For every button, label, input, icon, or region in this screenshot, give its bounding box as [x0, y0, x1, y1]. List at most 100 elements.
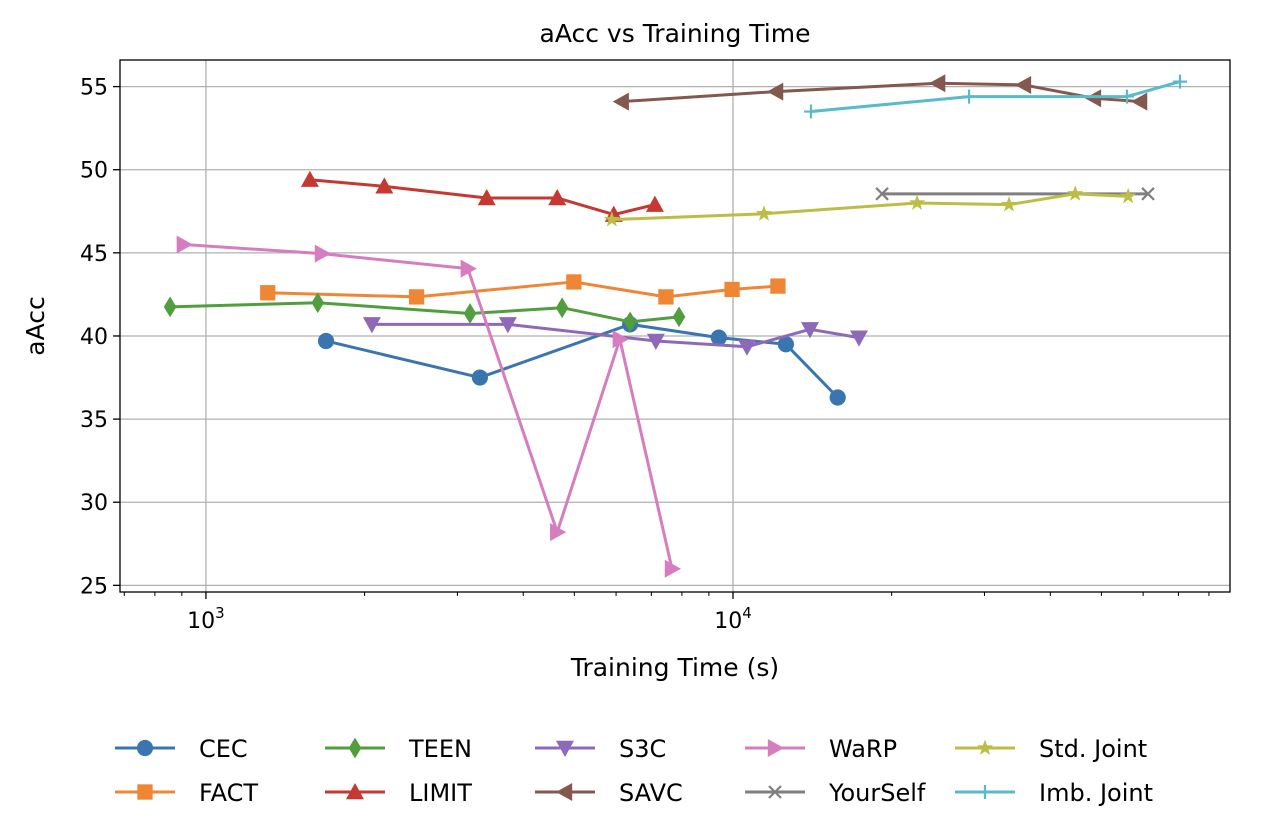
- diamond-marker: [163, 296, 177, 318]
- y-tick-label: 55: [80, 76, 108, 101]
- square-marker: [408, 289, 425, 305]
- square-marker: [137, 784, 153, 800]
- plus-marker: [962, 89, 977, 104]
- legend-entry: SAVC: [535, 779, 683, 807]
- plus-marker: [803, 104, 818, 119]
- legend-label: YourSelf: [828, 779, 926, 807]
- square-marker: [658, 289, 674, 305]
- triangle-left-marker: [1131, 92, 1148, 111]
- square-marker: [770, 278, 786, 294]
- triangle-left-marker: [612, 92, 629, 111]
- triangle-left-marker: [1014, 75, 1032, 94]
- series-savc: [612, 74, 1148, 111]
- y-axis-label: aAcc: [21, 296, 50, 355]
- square-marker: [566, 274, 582, 290]
- triangle-right-marker: [767, 739, 784, 757]
- legend-entry: YourSelf: [745, 779, 926, 807]
- legend-entry: S3C: [535, 735, 666, 763]
- diamond-marker: [555, 297, 569, 319]
- circle-marker: [777, 336, 794, 353]
- series-line: [621, 81, 1141, 104]
- triangle-left-marker: [929, 74, 946, 93]
- triangle-up-marker: [645, 195, 664, 212]
- legend-label: CEC: [199, 735, 248, 763]
- star-marker: [908, 194, 926, 210]
- star-marker: [1120, 187, 1137, 204]
- plus-marker: [1119, 89, 1134, 104]
- triangle-down-marker: [737, 339, 756, 356]
- triangle-up-marker: [477, 188, 496, 206]
- legend-entry: TEEN: [325, 735, 472, 763]
- circle-marker: [136, 739, 154, 757]
- y-tick-label: 25: [80, 574, 108, 599]
- x-axis-label: Training Time (s): [570, 653, 779, 682]
- star-marker: [1067, 185, 1084, 201]
- series-limit: [300, 170, 664, 222]
- series-cec: [317, 316, 846, 406]
- axes: 25 30 35 40 45 50 55 103 104: [80, 76, 1210, 634]
- legend-label: SAVC: [619, 779, 683, 807]
- legend-label: TEEN: [408, 735, 472, 763]
- x-tick-label: 103: [187, 604, 225, 634]
- diamond-marker: [623, 311, 637, 333]
- triangle-left-marker: [1084, 89, 1102, 108]
- legend: CEC FACT TEEN LIMIT S3C SAVC WaRP YourSelf Std. …: [115, 735, 1153, 807]
- series-line: [170, 301, 680, 324]
- x-marker: [768, 785, 782, 799]
- triangle-down-marker: [849, 330, 868, 347]
- diamond-marker: [672, 306, 686, 328]
- triangle-left-marker: [556, 783, 573, 801]
- grid: [120, 60, 1230, 592]
- triangle-right-marker: [314, 244, 331, 263]
- series-line: [309, 178, 656, 217]
- triangle-left-marker: [767, 82, 784, 101]
- plot-frame: [119, 59, 1231, 593]
- star-marker: [1000, 196, 1018, 212]
- circle-marker: [471, 369, 489, 386]
- series-std-joint: [603, 185, 1137, 227]
- series-line: [183, 243, 674, 570]
- series-line: [611, 192, 1129, 222]
- triangle-right-marker: [460, 259, 477, 278]
- triangle-up-marker: [346, 783, 364, 800]
- series-line: [267, 280, 779, 299]
- triangle-right-marker: [550, 523, 567, 542]
- triangle-up-marker: [300, 170, 319, 187]
- legend-entry: WaRP: [745, 735, 897, 763]
- series-layer: [163, 74, 1188, 578]
- legend-label: Imb. Joint: [1039, 779, 1153, 807]
- triangle-down-marker: [646, 333, 665, 350]
- legend-entry: FACT: [115, 779, 258, 807]
- triangle-down-marker: [498, 317, 517, 334]
- diamond-marker: [463, 303, 477, 324]
- star-marker: [755, 205, 773, 221]
- series-teen: [163, 292, 686, 333]
- x-marker: [1141, 187, 1155, 201]
- plus-marker: [978, 785, 992, 799]
- series-fact: [260, 274, 786, 305]
- star-marker: [976, 739, 994, 755]
- legend-label: LIMIT: [409, 779, 472, 807]
- legend-label: Std. Joint: [1039, 735, 1147, 763]
- diamond-marker: [348, 737, 362, 759]
- legend-entry: Std. Joint: [955, 735, 1147, 763]
- y-tick-label: 30: [80, 491, 108, 516]
- triangle-down-marker: [556, 740, 574, 757]
- circle-marker: [710, 329, 727, 346]
- triangle-down-marker: [801, 322, 820, 339]
- square-marker: [724, 281, 740, 298]
- series-warp: [176, 235, 681, 578]
- triangle-up-marker: [548, 188, 567, 206]
- triangle-right-marker: [664, 559, 681, 578]
- plus-marker: [1173, 74, 1188, 89]
- triangle-up-marker: [375, 177, 394, 194]
- circle-marker: [829, 389, 846, 406]
- triangle-right-marker: [612, 330, 629, 349]
- legend-label: WaRP: [829, 735, 897, 763]
- legend-entry: CEC: [115, 735, 248, 763]
- y-tick-label: 35: [80, 408, 108, 433]
- legend-label: S3C: [619, 735, 666, 763]
- legend-label: FACT: [199, 779, 258, 807]
- triangle-down-marker: [362, 317, 381, 334]
